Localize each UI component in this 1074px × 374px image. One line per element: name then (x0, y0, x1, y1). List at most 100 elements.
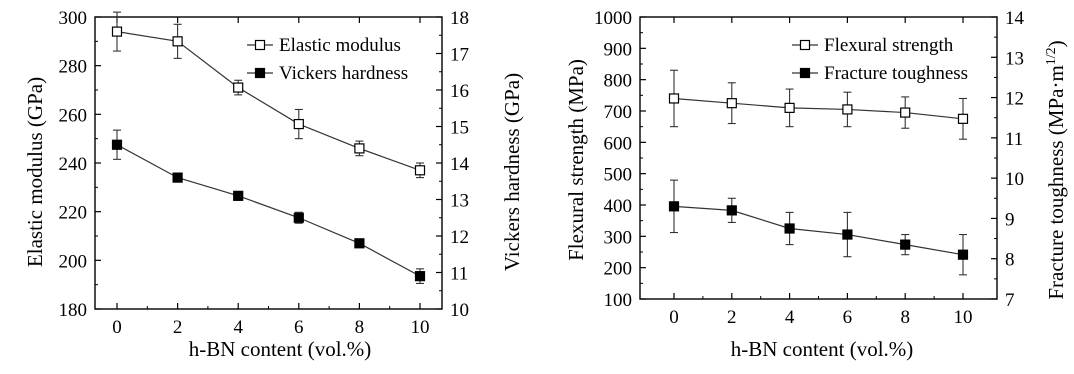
data-point (414, 165, 426, 176)
chart-flexural-toughness: h-BN content (vol.%) Flexural strength (… (564, 8, 1068, 361)
x-tick-label: 8 (900, 307, 910, 328)
x-axis-title: h-BN content (vol.%) (189, 337, 372, 361)
data-point (726, 205, 737, 216)
x-tick-label: 2 (173, 317, 183, 338)
data-point (900, 239, 911, 250)
y-tick-label-right: 12 (1005, 89, 1024, 110)
y-tick-label-left: 200 (604, 259, 633, 280)
y-axis-title-right: Fracture toughness (MPa·m1/2) (1044, 40, 1068, 299)
y-tick-label-left: 220 (59, 203, 88, 224)
legend-marker (254, 39, 266, 51)
y2-title-sup: 1/2 (1044, 47, 1059, 65)
data-point (957, 249, 969, 260)
y-tick-label-left: 900 (604, 39, 633, 60)
legend: Elastic modulus Vickers hardness (247, 35, 408, 84)
data-point (354, 238, 365, 249)
y-tick-label-right: 10 (450, 300, 469, 321)
data-point (172, 36, 183, 47)
y-tick-label-left: 400 (604, 196, 633, 217)
y-tick-label-left: 180 (59, 300, 88, 321)
y2-title-main: Fracture toughness (MPa·m (1044, 65, 1068, 299)
data-point (784, 102, 795, 113)
x-tick-label: 2 (727, 307, 737, 328)
series-line (673, 97, 964, 120)
x-tick-label: 0 (669, 307, 679, 328)
series-line (116, 31, 421, 171)
data-point (293, 212, 304, 223)
legend-label: Vickers hardness (279, 63, 408, 84)
y-tick-label-right: 18 (450, 8, 469, 29)
legend: Flexural strength Fracture toughness (792, 35, 968, 84)
y-tick-label-left: 800 (604, 71, 633, 92)
legend-label: Fracture toughness (824, 63, 968, 84)
y-tick-label-left: 260 (59, 105, 88, 126)
legend-marker (799, 39, 811, 51)
y-tick-label-right: 9 (1005, 209, 1015, 230)
legend-marker (799, 67, 811, 79)
plot-frame (94, 16, 443, 310)
data-point (111, 26, 123, 37)
legend-label: Elastic modulus (279, 35, 401, 56)
series-open (111, 11, 426, 179)
y-tick-label-left: 100 (604, 290, 633, 311)
y-axis-title-right: Vickers hardness (GPa) (500, 73, 524, 271)
data-point (414, 271, 426, 282)
y-tick-label-left: 300 (59, 8, 88, 29)
data-point (668, 93, 680, 104)
y-tick-label-right: 14 (1005, 8, 1025, 29)
y-tick-label-left: 200 (59, 251, 88, 272)
series-line (116, 144, 421, 277)
data-point (842, 104, 853, 115)
y-tick-label-right: 12 (450, 227, 469, 248)
y-tick-label-right: 8 (1005, 250, 1015, 271)
y-tick-label-left: 300 (604, 227, 633, 248)
y-tick-label-right: 14 (450, 154, 470, 175)
data-point (233, 82, 244, 93)
y-tick-label-right: 15 (450, 118, 469, 139)
plot-frame (639, 16, 998, 300)
y-axis-title-left: Elastic modulus (GPa) (23, 77, 47, 267)
x-tick-label: 6 (843, 307, 853, 328)
series-filled (111, 129, 426, 285)
data-point (957, 113, 969, 124)
data-point (726, 98, 737, 109)
data-point (111, 139, 123, 150)
y-tick-label-right: 11 (450, 264, 468, 285)
data-point (784, 223, 795, 234)
data-point (668, 201, 680, 212)
x-tick-label: 4 (785, 307, 795, 328)
data-point (233, 190, 244, 201)
x-tick-label: 4 (233, 317, 243, 338)
data-point (900, 107, 911, 118)
x-tick-label: 0 (112, 317, 122, 338)
series-filled (668, 179, 969, 276)
x-tick-label: 10 (411, 317, 430, 338)
y-tick-label-left: 1000 (594, 8, 632, 29)
y-tick-label-right: 16 (450, 81, 469, 102)
y-tick-label-left: 500 (604, 165, 633, 186)
y-tick-label-left: 280 (59, 57, 88, 78)
data-point (172, 172, 183, 183)
x-tick-label: 10 (954, 307, 973, 328)
y-tick-label-right: 13 (450, 191, 469, 212)
x-tick-label: 8 (355, 317, 365, 338)
x-axis-title: h-BN content (vol.%) (731, 337, 914, 361)
chart-elastic-hardness: h-BN content (vol.%) Elastic modulus (GP… (23, 8, 524, 361)
series-open (668, 69, 969, 140)
legend-label: Flexural strength (824, 35, 954, 56)
y-tick-label-right: 17 (450, 45, 469, 66)
y-tick-label-left: 600 (604, 133, 633, 154)
y-tick-label-right: 11 (1005, 129, 1023, 150)
series-line (673, 205, 964, 256)
x-tick-label: 6 (294, 317, 304, 338)
y-tick-label-left: 240 (59, 154, 88, 175)
data-point (354, 143, 365, 154)
legend-marker (254, 67, 266, 79)
y-tick-label-right: 7 (1005, 290, 1015, 311)
data-point (293, 118, 304, 130)
data-point (842, 229, 853, 240)
y2-title-close: ) (1044, 40, 1068, 47)
y-tick-label-left: 700 (604, 102, 633, 123)
